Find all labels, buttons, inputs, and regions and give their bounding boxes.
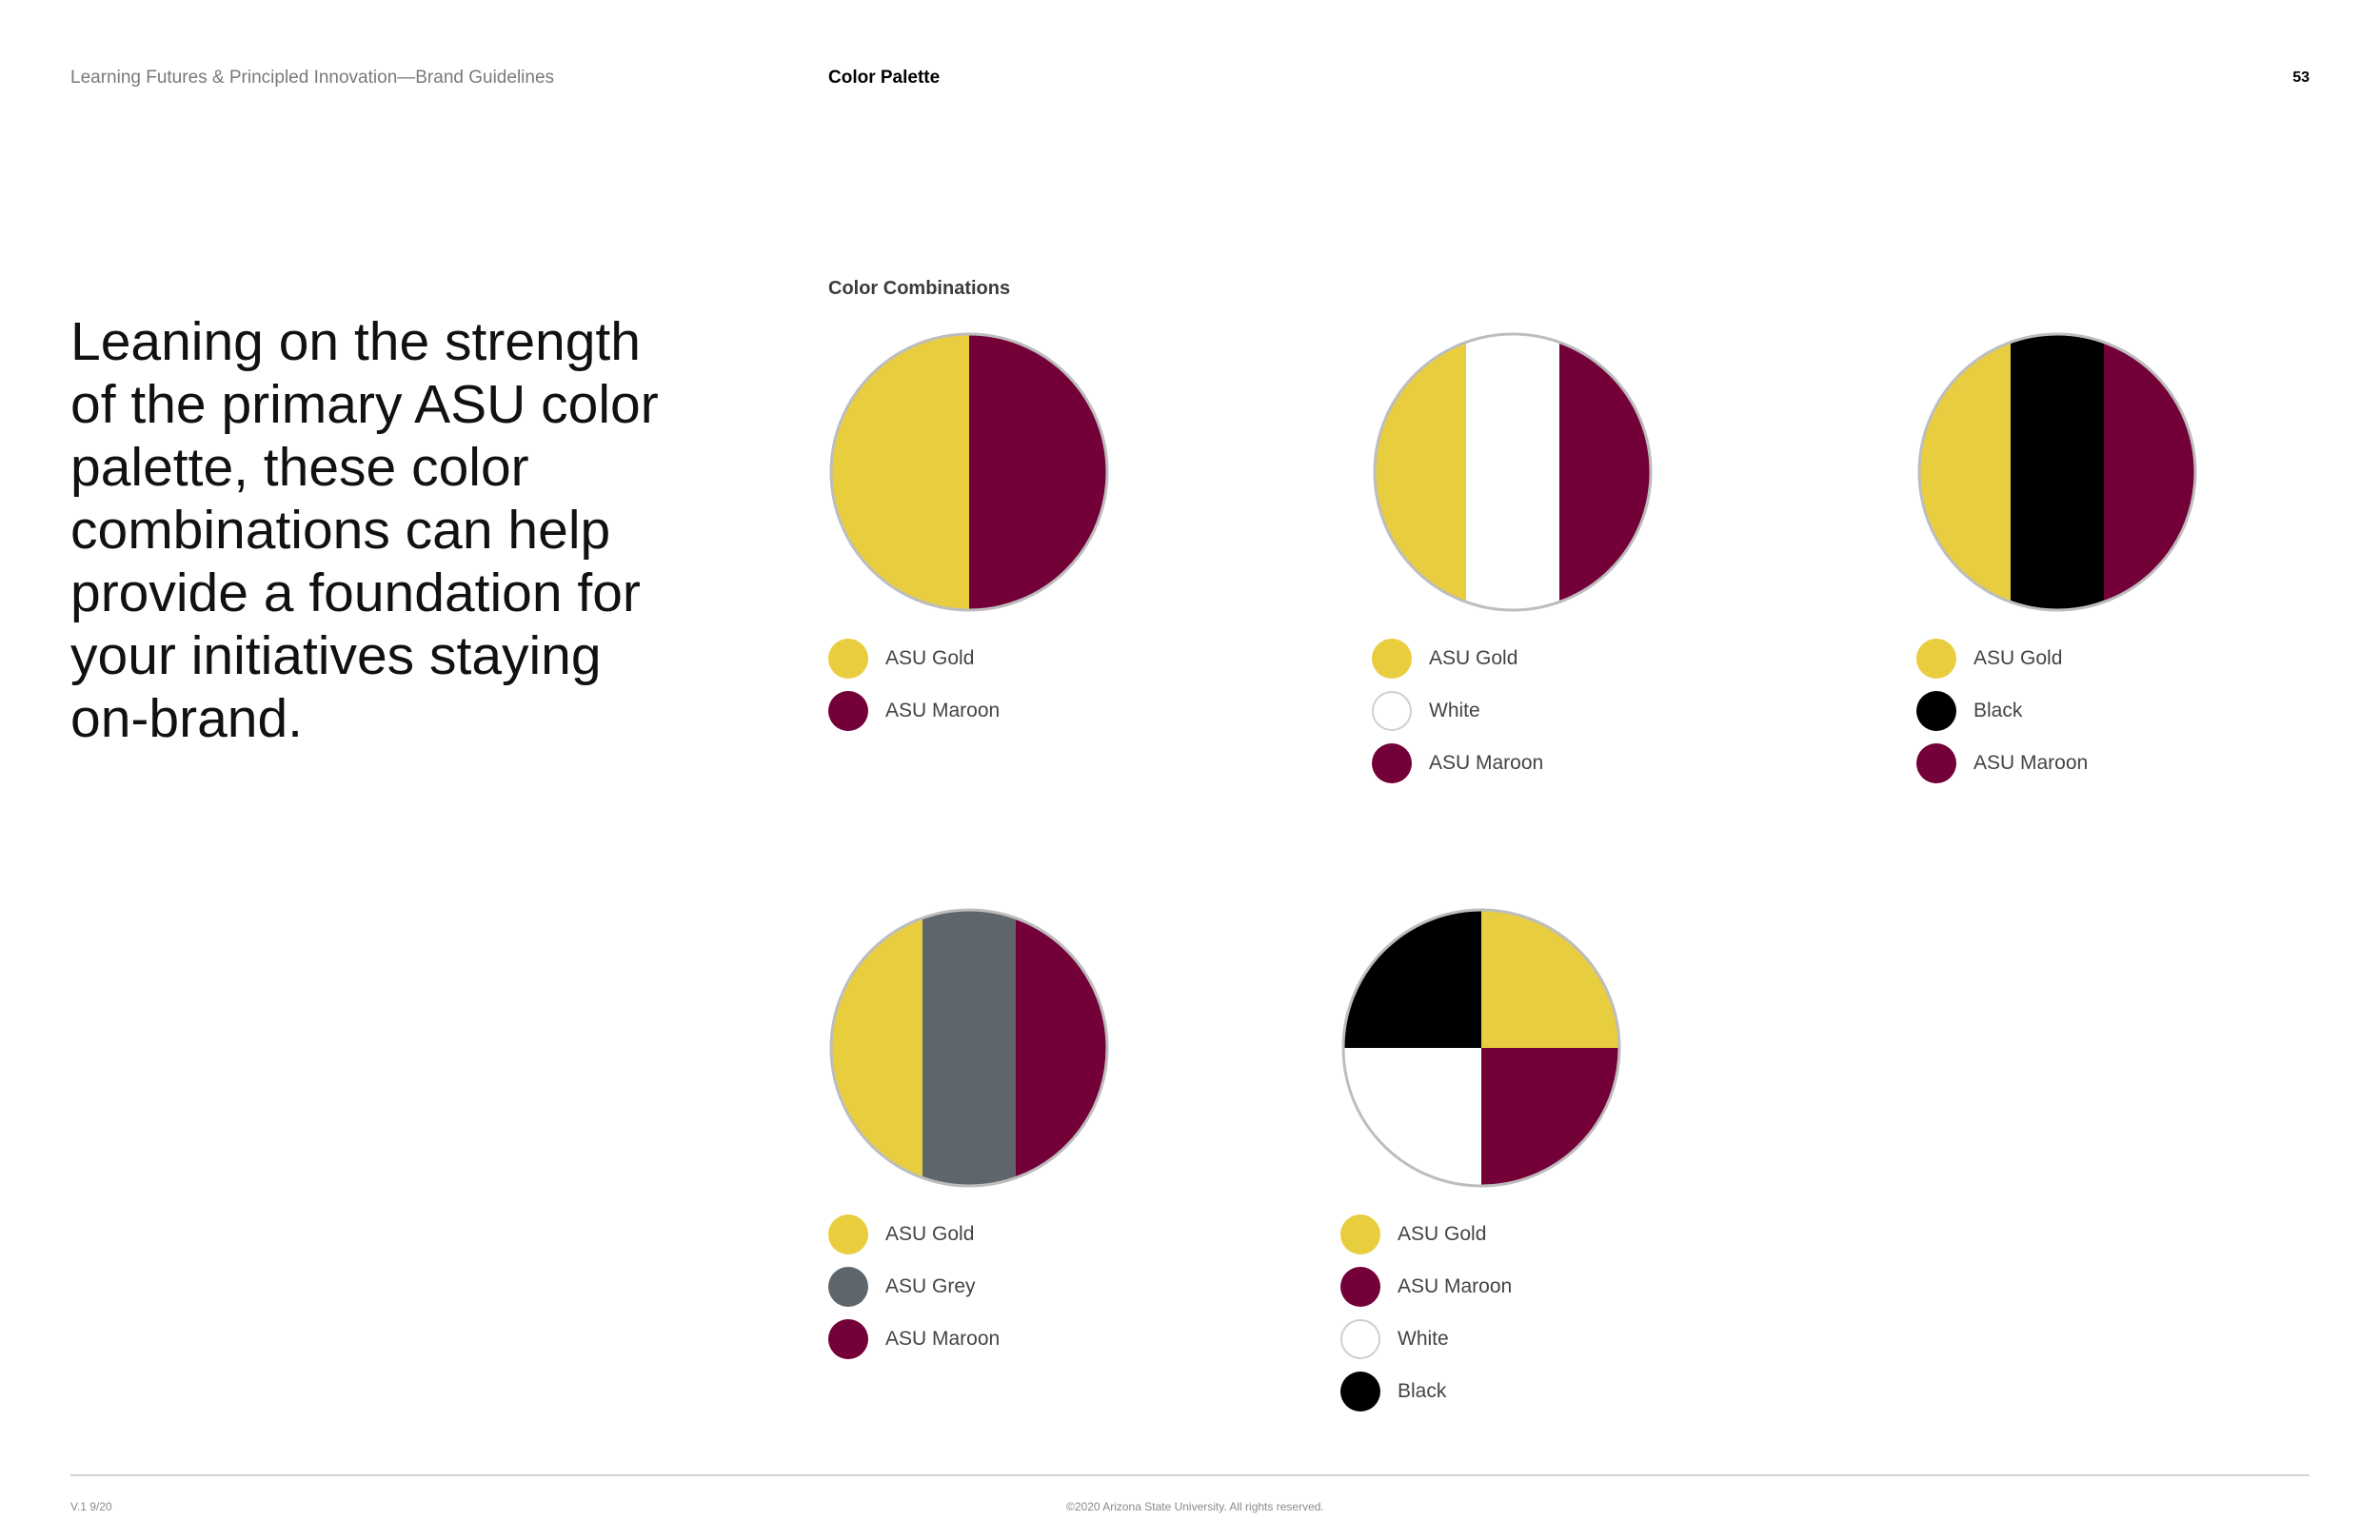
disc-segment-grey — [922, 910, 1016, 1186]
color-swatch — [1372, 742, 1412, 783]
legend-item: ASU Gold — [828, 632, 1110, 684]
color-name: Black — [1973, 699, 2023, 721]
color-swatch — [1340, 1318, 1380, 1359]
color-combination-gold-white-maroon: ASU Gold White ASU Maroon — [1372, 331, 1654, 804]
color-name: Black — [1398, 1379, 1447, 1402]
color-swatch — [828, 1318, 868, 1359]
color-swatch — [828, 1214, 868, 1254]
color-swatch — [1372, 690, 1412, 731]
color-combination-gold-grey-maroon: ASU Gold ASU Grey ASU Maroon — [828, 907, 1110, 1380]
color-name: ASU Maroon — [885, 699, 1001, 721]
disc-segment-gold — [831, 334, 969, 610]
footer-divider — [70, 1474, 2310, 1476]
color-name: ASU Maroon — [1973, 751, 2089, 774]
color-swatch — [1340, 1266, 1380, 1307]
disc-segment-maroon — [1016, 910, 1107, 1186]
color-swatch — [828, 638, 868, 679]
disc-outline — [1341, 908, 1621, 1188]
combination-disc — [1341, 908, 1621, 1188]
color-name: ASU Maroon — [1398, 1274, 1513, 1297]
legend-item: ASU Maroon — [828, 684, 1110, 737]
combination-disc — [829, 908, 1109, 1188]
legend-item: ASU Gold — [1916, 632, 2198, 684]
color-swatch — [1916, 638, 1956, 679]
color-swatch — [1372, 638, 1412, 679]
legend-item: ASU Maroon — [828, 1313, 1110, 1365]
disc-segment-gold — [1375, 334, 1466, 610]
legend-item: ASU Gold — [1340, 1208, 1622, 1260]
color-name: ASU Grey — [885, 1274, 976, 1297]
color-swatch — [1340, 1371, 1380, 1412]
disc-segment-gold — [1919, 334, 2011, 610]
combination-disc — [1917, 332, 2197, 612]
page-number: 53 — [2292, 69, 2310, 86]
disc-outline — [1917, 332, 2197, 612]
copyright-notice: ©2020 Arizona State University. All righ… — [1066, 1500, 1324, 1513]
color-name: ASU Gold — [885, 1222, 975, 1245]
legend-item: ASU Gold — [1372, 632, 1654, 684]
color-combination-quadrants: ASU Gold ASU Maroon White Black — [1340, 907, 1622, 1432]
color-legend: ASU Gold ASU Maroon White Black — [1340, 1208, 1622, 1417]
legend-item: ASU Maroon — [1372, 737, 1654, 789]
disc-segment-maroon — [969, 334, 1107, 610]
disc-outline — [829, 332, 1109, 612]
combination-disc — [1373, 332, 1653, 612]
legend-item: ASU Maroon — [1916, 737, 2198, 789]
color-legend: ASU Gold White ASU Maroon — [1372, 632, 1654, 789]
color-combination-gold-maroon: ASU Gold ASU Maroon — [828, 331, 1110, 752]
combination-disc — [829, 332, 1109, 612]
color-swatch — [828, 690, 868, 731]
color-legend: ASU Gold ASU Grey ASU Maroon — [828, 1208, 1110, 1365]
version-label: V.1 9/20 — [70, 1500, 112, 1513]
disc-segment-maroon — [2104, 334, 2195, 610]
legend-item: White — [1372, 684, 1654, 737]
legend-item: Black — [1340, 1365, 1622, 1417]
color-combinations-label: Color Combinations — [828, 278, 1011, 299]
color-name: ASU Maroon — [885, 1327, 1001, 1350]
running-header: Learning Futures & Principled Innovation… — [70, 68, 555, 88]
color-name: White — [1429, 699, 1480, 721]
color-swatch — [1916, 690, 1956, 731]
color-legend: ASU Gold Black ASU Maroon — [1916, 632, 2198, 789]
legend-item: ASU Maroon — [1340, 1260, 1622, 1313]
color-swatch — [1916, 742, 1956, 783]
color-name: ASU Maroon — [1429, 751, 1544, 774]
disc-segment-maroon — [1559, 334, 1651, 610]
color-name: ASU Gold — [1398, 1222, 1487, 1245]
disc-segment-gold — [831, 910, 922, 1186]
color-swatch — [828, 1266, 868, 1307]
disc-segment-white — [1466, 334, 1559, 610]
disc-outline — [1373, 332, 1653, 612]
disc-outline — [829, 908, 1109, 1188]
disc-segment-black — [2011, 334, 2104, 610]
color-legend: ASU Gold ASU Maroon — [828, 632, 1110, 737]
color-name: ASU Gold — [1429, 646, 1518, 669]
color-combination-gold-black-maroon: ASU Gold Black ASU Maroon — [1916, 331, 2198, 804]
color-swatch — [1340, 1214, 1380, 1254]
section-title: Color Palette — [828, 68, 941, 88]
headline: Leaning on the strength of the primary A… — [70, 311, 659, 750]
legend-item: White — [1340, 1313, 1622, 1365]
color-name: ASU Gold — [1973, 646, 2063, 669]
legend-item: ASU Grey — [828, 1260, 1110, 1313]
color-name: White — [1398, 1327, 1449, 1350]
legend-item: Black — [1916, 684, 2198, 737]
legend-item: ASU Gold — [828, 1208, 1110, 1260]
color-name: ASU Gold — [885, 646, 975, 669]
